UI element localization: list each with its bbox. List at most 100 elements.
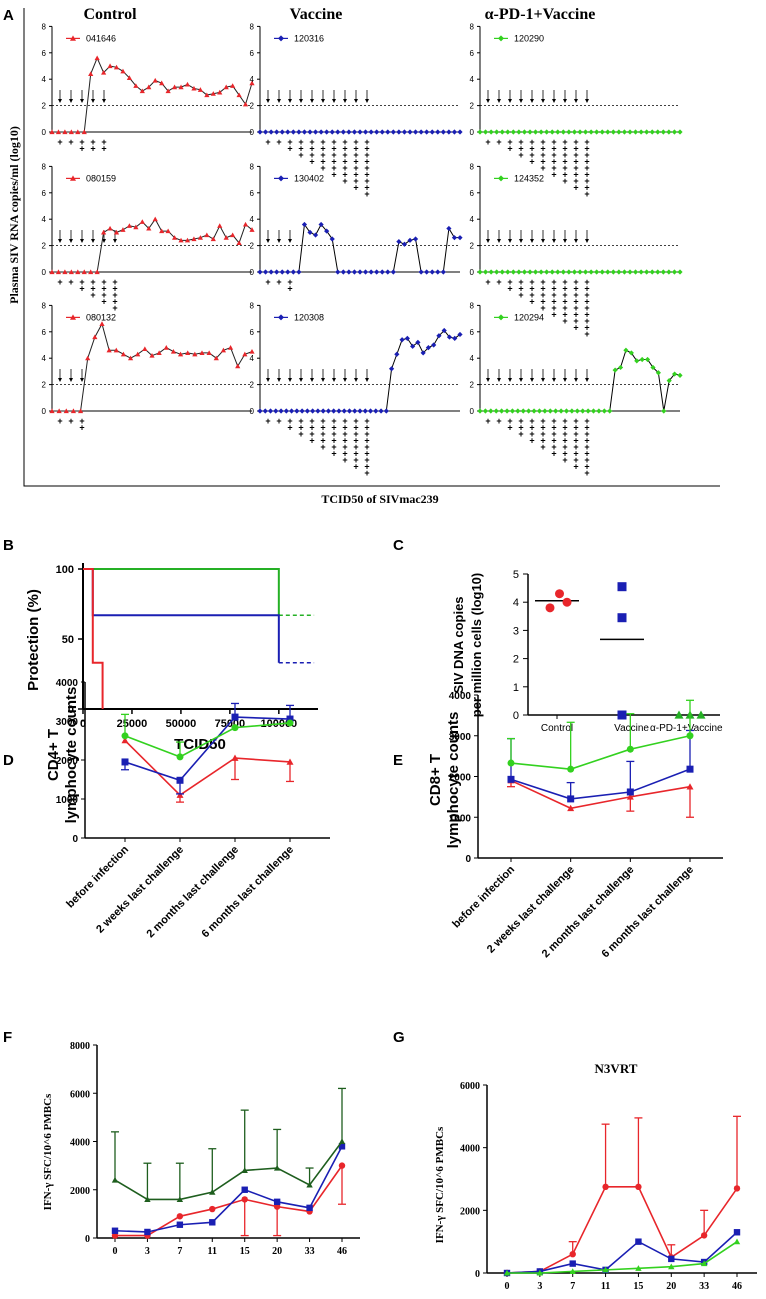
dose-plus: + xyxy=(320,144,325,154)
data-point xyxy=(379,269,385,275)
y-tick-label: 4 xyxy=(250,75,255,84)
dose-plus: + xyxy=(507,277,512,287)
data-point xyxy=(170,349,177,354)
data-point xyxy=(135,351,141,357)
data-point xyxy=(176,776,184,784)
dose-plus: + xyxy=(551,423,556,433)
x-tick-label: 0 xyxy=(80,718,86,730)
x-tick-label: 46 xyxy=(337,1246,347,1257)
data-point xyxy=(133,224,139,230)
data-point xyxy=(111,1227,119,1234)
data-point xyxy=(204,92,210,98)
data-point xyxy=(542,408,548,414)
data-point xyxy=(558,408,564,414)
data-point xyxy=(594,269,600,275)
challenge-arrowhead xyxy=(299,378,303,382)
dose-plus: + xyxy=(540,284,545,294)
data-point xyxy=(396,239,402,245)
dose-plus: + xyxy=(331,449,336,459)
dose-plus: + xyxy=(90,137,95,147)
series-line xyxy=(510,734,691,770)
data-point xyxy=(623,347,629,353)
data-point xyxy=(420,350,426,356)
data-point xyxy=(351,269,358,275)
challenge-arrowhead xyxy=(497,239,501,243)
data-point xyxy=(310,408,316,414)
dose-plus: + xyxy=(507,137,512,147)
challenge-arrowhead xyxy=(299,99,303,103)
dose-plus: + xyxy=(342,163,347,173)
dose-plus: + xyxy=(287,416,292,426)
data-point xyxy=(385,269,391,275)
survival-Control xyxy=(83,568,104,709)
dose-plus: + xyxy=(551,297,556,307)
dose-plus: + xyxy=(573,150,578,160)
x-tick-label: 3 xyxy=(537,1281,542,1292)
y-tick-label: 0 xyxy=(250,407,255,416)
dose-plus: + xyxy=(584,316,589,326)
data-point xyxy=(521,269,528,275)
legend-label: 130402 xyxy=(294,173,324,183)
data-point xyxy=(544,129,550,135)
data-point xyxy=(457,331,463,338)
data-point xyxy=(142,346,148,352)
y-tick-label: 6 xyxy=(42,189,47,198)
dose-plus: + xyxy=(551,303,556,313)
dose-plus: + xyxy=(562,310,567,320)
panel-letter-a: A xyxy=(3,7,14,24)
series-line xyxy=(124,722,291,758)
data-point xyxy=(220,347,227,353)
y-axis-label-line2: lymphocyte counts xyxy=(63,687,80,824)
y-tick-label: 2 xyxy=(42,381,47,390)
data-point xyxy=(184,81,191,87)
challenge-arrowhead xyxy=(552,99,556,103)
dose-plus: + xyxy=(518,144,523,154)
y-tick-label: 0 xyxy=(72,834,78,845)
data-point xyxy=(599,129,605,135)
x-axis-label: TCID50 xyxy=(174,736,226,753)
challenge-arrowhead xyxy=(69,99,73,103)
data-point xyxy=(279,269,285,275)
dose-plus: + xyxy=(320,423,325,433)
data-point xyxy=(644,356,651,363)
dose-plus: + xyxy=(353,436,358,446)
challenge-arrowhead xyxy=(552,239,556,243)
y-tick-label: 8000 xyxy=(70,1041,90,1052)
dose-plus: + xyxy=(353,183,358,193)
dose-plus: + xyxy=(584,183,589,193)
point-Vaccine xyxy=(617,582,627,592)
dose-plus: + xyxy=(342,436,347,446)
data-point xyxy=(210,236,216,242)
data-point xyxy=(585,408,591,414)
data-point xyxy=(547,408,553,414)
data-point xyxy=(429,269,435,275)
y-tick-label: 2 xyxy=(470,242,475,251)
data-point xyxy=(63,408,69,414)
challenge-arrowhead xyxy=(80,378,84,382)
dose-plus: + xyxy=(529,137,534,147)
dose-plus: + xyxy=(331,137,336,147)
data-point xyxy=(121,737,129,744)
point-α-PD-1+Vaccine xyxy=(674,710,684,719)
dose-plus: + xyxy=(496,416,501,426)
dose-plus: + xyxy=(79,277,84,287)
data-point xyxy=(68,129,74,135)
dose-plus: + xyxy=(90,277,95,287)
data-point xyxy=(602,1183,609,1191)
legend-label: 120316 xyxy=(294,33,324,43)
dose-plus: + xyxy=(353,455,358,465)
dose-plus: + xyxy=(562,277,567,287)
data-point xyxy=(488,408,494,414)
y-tick-label: 4 xyxy=(250,354,255,363)
data-point xyxy=(81,129,87,135)
dose-plus: + xyxy=(79,137,84,147)
dose-plus: + xyxy=(112,284,117,294)
data-point xyxy=(621,269,628,275)
data-point xyxy=(274,269,280,275)
series-α-PD-1+Vaccine xyxy=(121,713,294,761)
survival-Vaccine xyxy=(83,568,280,663)
data-point xyxy=(569,408,575,414)
data-point xyxy=(209,1205,216,1213)
